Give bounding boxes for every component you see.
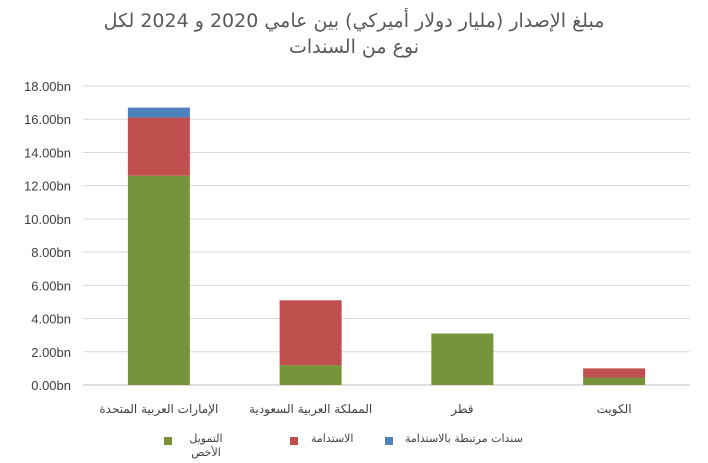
legend-label: التمويل الأخص (189, 432, 223, 459)
x-category-label: الكويت (596, 402, 632, 416)
bar-segment-2-cat-2 (279, 300, 342, 366)
y-tick-label: 0.00bn (31, 378, 71, 393)
legend-swatch (164, 437, 172, 445)
chart-title-line-1: مبلغ الإصدار (مليار دولار أميركي) بين عا… (103, 10, 605, 32)
y-tick-label: 12.00bn (24, 179, 71, 194)
bar-segment-1-cat-4 (583, 377, 646, 385)
bar-segment-1-cat-1 (127, 175, 190, 385)
x-category-label: المملكة العربية السعودية (249, 402, 373, 416)
legend-label: سندات مرتبطة بالاستدامة (405, 432, 523, 445)
legend-swatch (385, 437, 393, 445)
x-category-label: الإمارات العربية المتحدة (99, 402, 219, 416)
bar-segment-2-cat-1 (127, 117, 190, 176)
bar-segment-2-cat-4 (583, 368, 646, 378)
bar-segment-1-cat-2 (279, 365, 342, 385)
y-tick-label: 16.00bn (24, 112, 71, 127)
bar-segment-1-cat-3 (431, 333, 494, 385)
y-tick-label: 4.00bn (31, 312, 71, 327)
chart-title-line-2: نوع من السندات (288, 36, 420, 58)
y-tick-label: 18.00bn (24, 79, 71, 94)
y-tick-label: 8.00bn (31, 245, 71, 260)
y-tick-label: 14.00bn (24, 145, 71, 160)
y-tick-label: 6.00bn (31, 278, 71, 293)
y-tick-label: 2.00bn (31, 345, 71, 360)
legend-swatch (290, 437, 298, 445)
y-tick-label: 10.00bn (24, 212, 71, 227)
x-category-label: قطر (451, 402, 474, 416)
legend-label: الاستدامة (311, 432, 354, 445)
bar-segment-3-cat-1 (127, 107, 190, 118)
